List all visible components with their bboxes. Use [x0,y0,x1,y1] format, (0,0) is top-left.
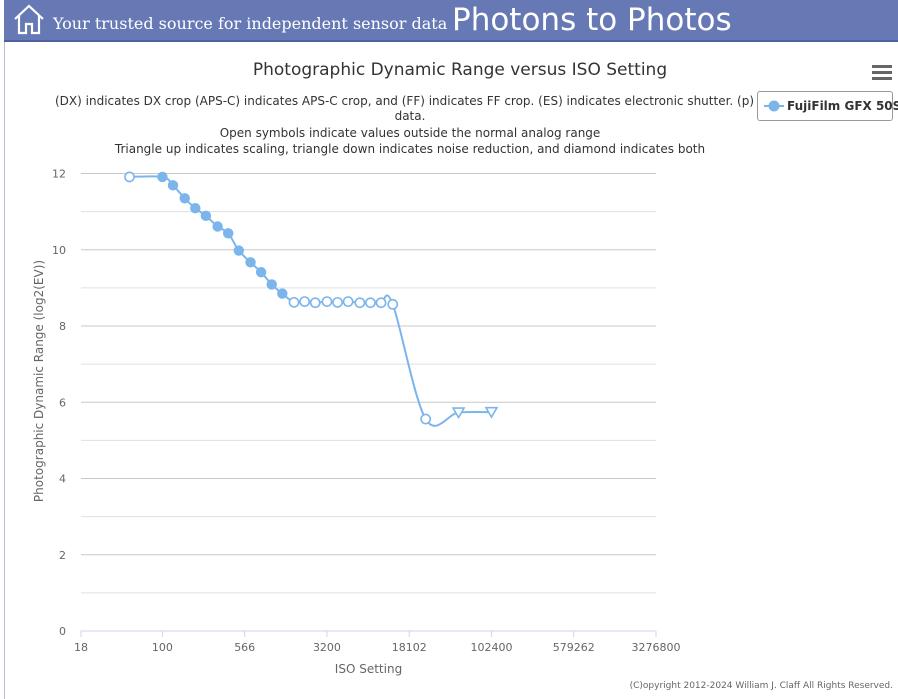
y-tick-label-12: 12 [52,168,66,181]
page-left-border [4,42,5,699]
data-point-iso-51200 [451,407,466,420]
chart-subtitle-line-3: Open symbols indicate values outside the… [219,126,601,140]
data-point-iso-200 [190,202,201,214]
y-tick-label-6: 6 [59,396,66,409]
x-axis-title: ISO Setting [335,662,402,676]
legend-label: FujiFilm GFX 50S [787,99,898,113]
data-point-iso-800 [255,267,267,278]
data-point-iso-1000 [266,279,277,290]
data-point-iso-1600 [288,296,300,308]
copyright-notice: (C)opyright 2012-2024 William J. Claff A… [629,681,893,691]
chart-title: Photographic Dynamic Range versus ISO Se… [252,60,668,80]
site-title[interactable]: Photons to Photos [452,2,732,38]
data-point-iso-1250 [277,288,288,299]
legend-marker-icon [764,100,784,112]
legend-item-fujifilm-gfx-50s[interactable]: FujiFilm GFX 50S [757,91,898,121]
y-tick-label-2: 2 [59,549,66,562]
data-point-iso-640 [245,257,256,268]
home-icon[interactable] [12,3,46,35]
x-tick-label-3200: 3200 [313,641,341,654]
x-tick-label-102400: 102400 [470,641,512,654]
x-tick-label-579262: 579262 [553,641,595,654]
data-point-iso-500 [233,245,245,256]
data-point-iso-100 [157,171,168,183]
data-point-iso-12800 [387,298,399,310]
x-tick-label-18: 18 [74,641,88,654]
data-point-iso-50 [124,171,135,183]
data-point-iso-25600 [420,413,432,425]
chart-subtitle-line-2: data. [394,109,426,123]
data-point-iso-160 [179,193,190,204]
data-point-iso-8000 [365,297,376,309]
data-point-iso-320 [212,221,223,232]
hamburger-menu-icon[interactable] [872,65,892,81]
x-tick-label-566: 566 [234,641,255,654]
y-tick-label-4: 4 [59,473,66,486]
data-point-iso-2500 [309,297,321,309]
data-point-iso-4000 [332,296,343,308]
y-tick-label-0: 0 [59,625,66,638]
x-tick-label-100: 100 [152,641,173,654]
y-axis-title: Photographic Dynamic Range (log2(EV)) [32,260,46,502]
data-point-iso-102400 [484,406,499,419]
y-tick-label-8: 8 [59,320,66,333]
x-tick-label-18102: 18102 [392,641,427,654]
data-point-iso-3200 [321,296,333,307]
chart-subtitle-line-4: Triangle up indicates scaling, triangle … [114,142,706,156]
data-point-iso-2000 [299,296,311,307]
data-point-iso-6400 [354,297,366,309]
site-tagline: Your trusted source for independent sens… [53,14,448,33]
data-point-iso-125 [167,180,179,191]
x-tick-label-3276800: 3276800 [632,641,681,654]
y-tick-label-10: 10 [52,244,66,257]
data-point-iso-10000 [375,297,387,309]
data-point-iso-400 [223,228,234,239]
data-point-iso-250 [200,210,212,222]
site-header: Your trusted source for independent sens… [4,0,898,42]
data-point-iso-5000 [342,296,354,307]
chart-subtitle-line-1: (DX) indicates DX crop (APS-C) indicates… [55,94,765,108]
